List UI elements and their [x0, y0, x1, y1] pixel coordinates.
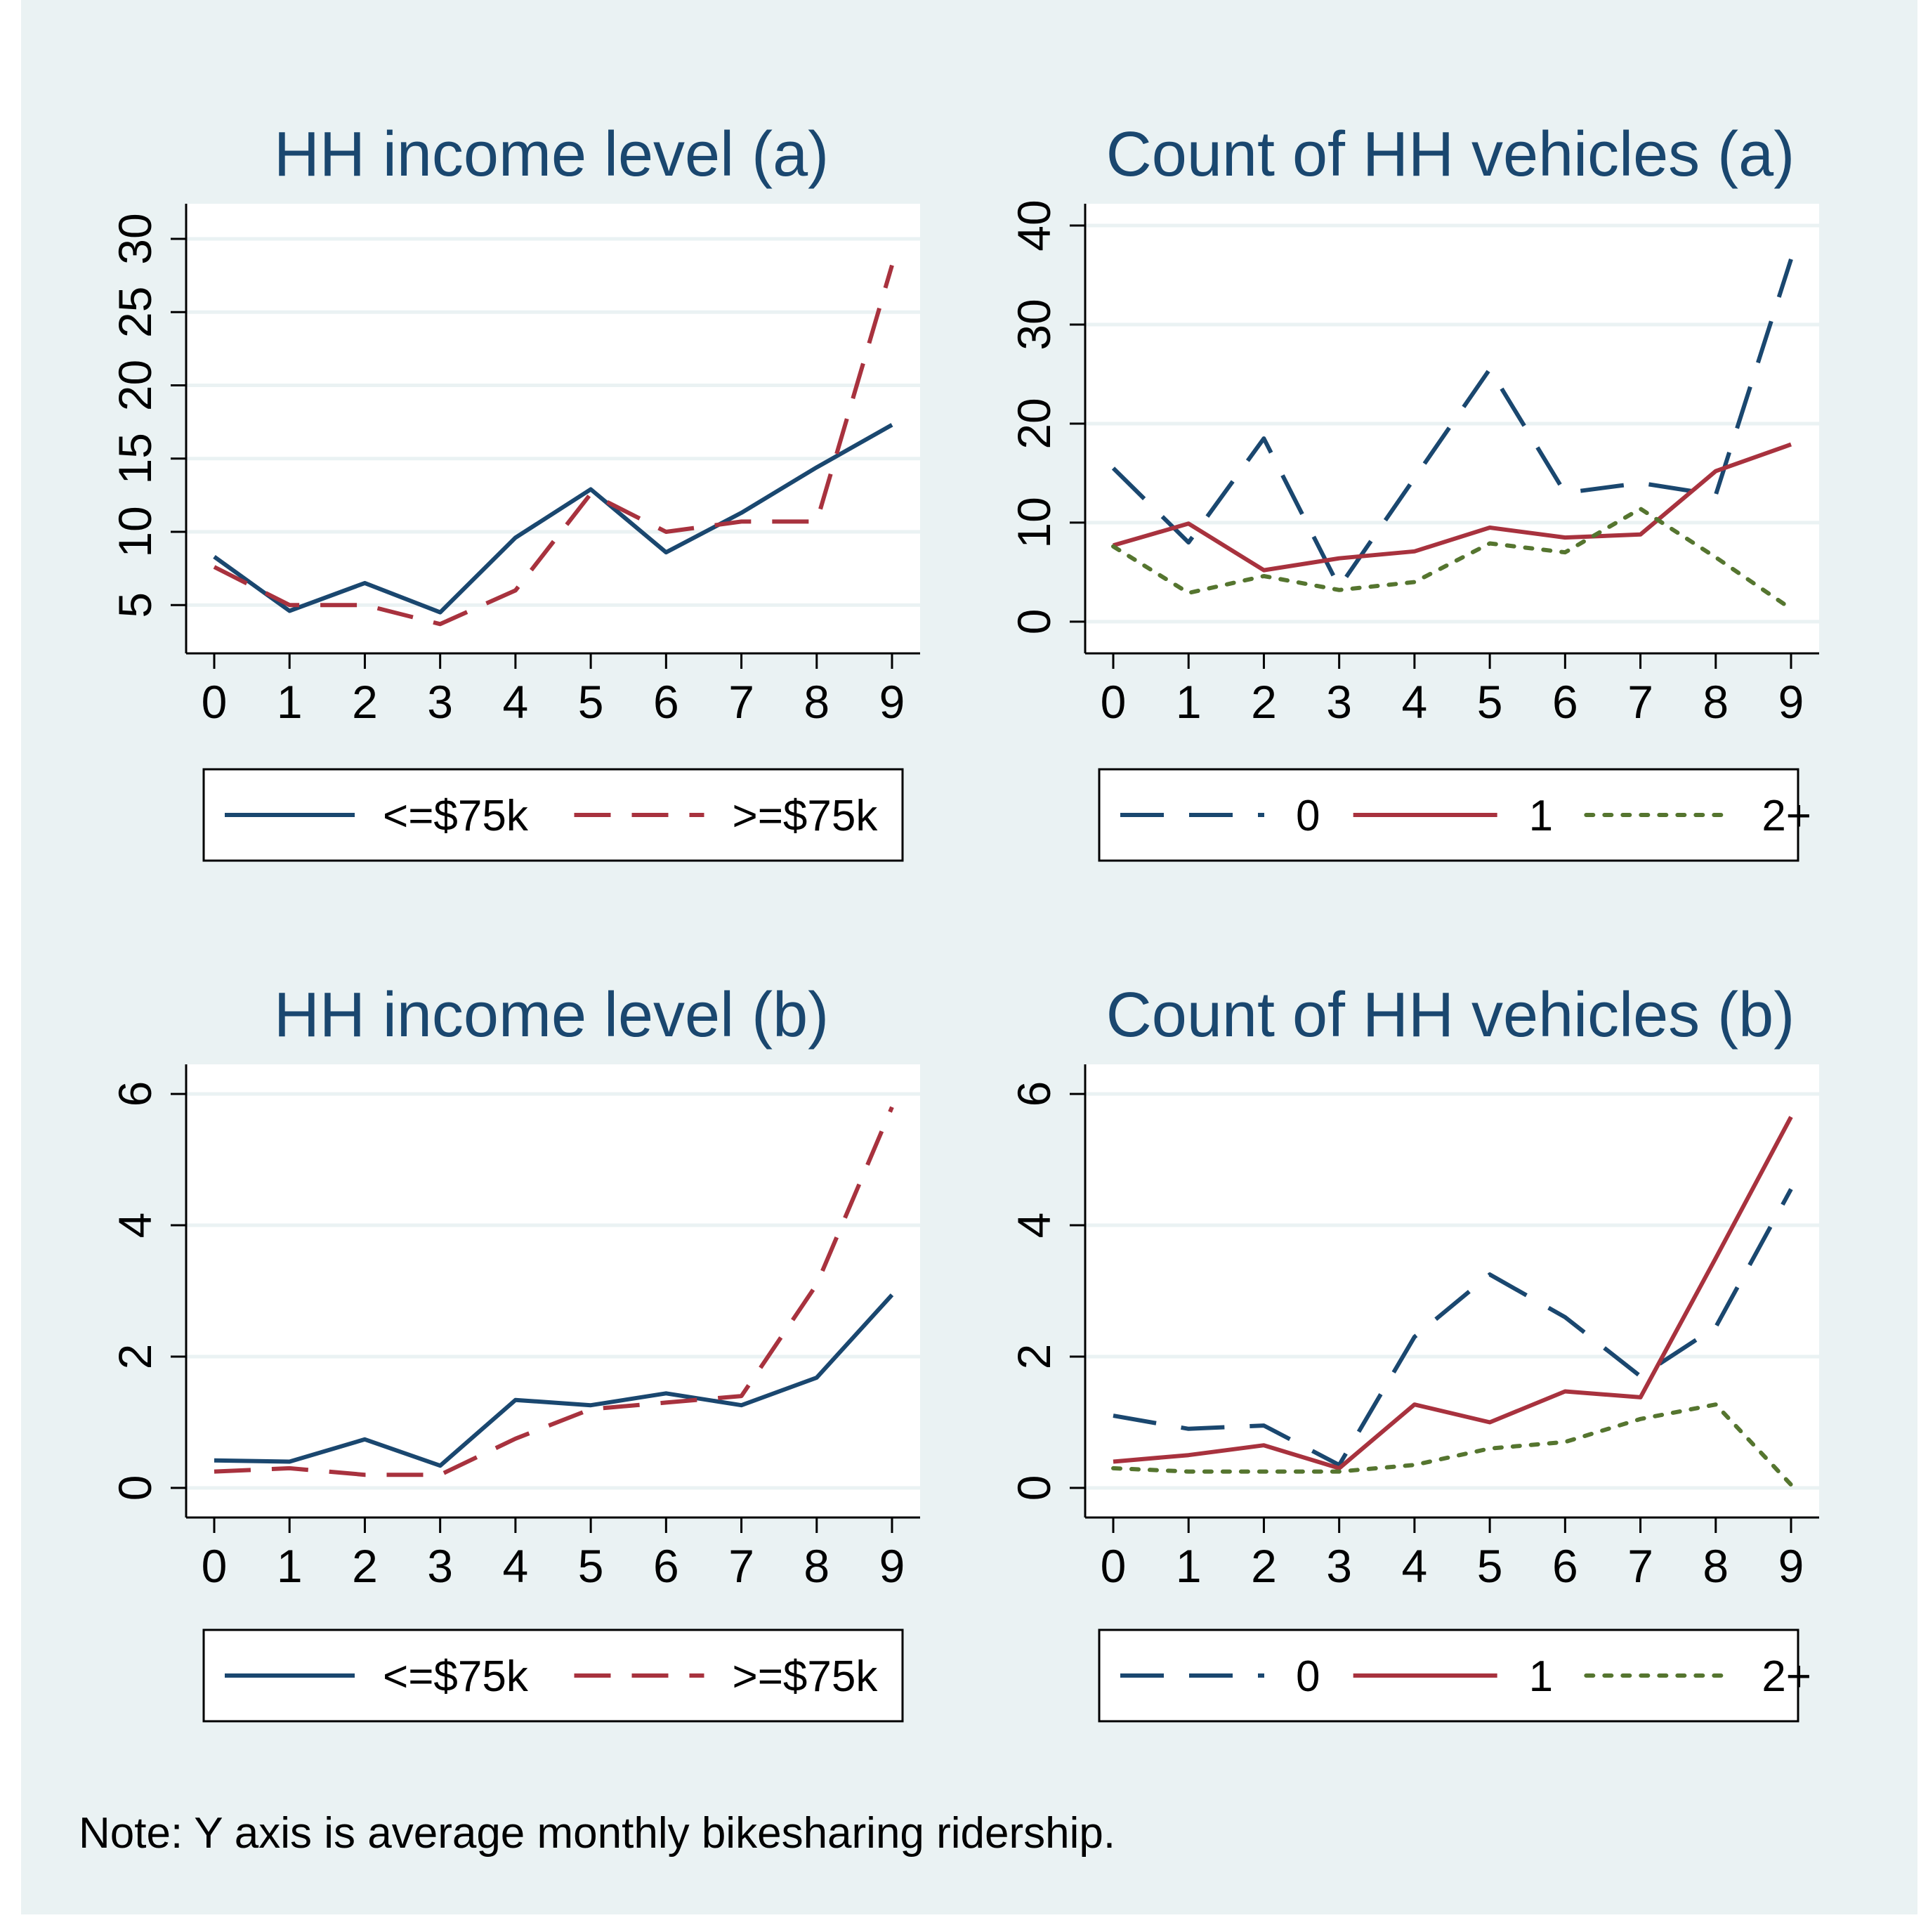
plot-area [1085, 204, 1819, 653]
series-line-3 [1111, 507, 1793, 611]
x-tick-label: 9 [1778, 1540, 1804, 1592]
legend-label-2: >=$75k [733, 792, 879, 840]
series-line-1 [1113, 1188, 1793, 1468]
x-tick-label: 5 [578, 1540, 604, 1592]
x-tick-label: 2 [352, 676, 378, 728]
x-tick-label: 3 [427, 1540, 453, 1592]
legend-label-1: <=$75k [383, 792, 529, 840]
y-tick-label: 5 [109, 592, 161, 618]
chart-title: Count of HH vehicles (a) [1106, 119, 1795, 190]
x-tick-label: 7 [1627, 676, 1653, 728]
legend-label-1: <=$75k [383, 1652, 529, 1701]
x-tick-label: 1 [1176, 676, 1202, 728]
x-tick-label: 5 [578, 676, 604, 728]
chart-title: HH income level (a) [274, 119, 829, 190]
y-tick-label: 0 [109, 1475, 161, 1501]
x-tick-label: 8 [1703, 1540, 1729, 1592]
x-tick-label: 7 [728, 1540, 754, 1592]
x-tick-label: 8 [1703, 676, 1729, 728]
x-tick-label: 3 [1326, 1540, 1352, 1592]
x-tick-label: 2 [352, 1540, 378, 1592]
series-line-3 [1111, 1402, 1793, 1487]
x-tick-label: 9 [879, 1540, 905, 1592]
series-line-1 [1111, 258, 1793, 589]
x-tick-label: 1 [277, 1540, 303, 1592]
x-tick-label: 0 [202, 1540, 228, 1592]
legend-label-1: 0 [1296, 1652, 1320, 1701]
y-tick-label: 6 [1008, 1081, 1060, 1107]
series-line-2 [1113, 442, 1792, 573]
y-tick-label: 6 [109, 1081, 161, 1107]
x-tick-label: 7 [728, 676, 754, 728]
y-tick-label: 20 [109, 360, 161, 411]
x-tick-label: 6 [653, 676, 679, 728]
x-tick-label: 4 [503, 1540, 529, 1592]
y-tick-label: 2 [109, 1344, 161, 1370]
x-tick-label: 1 [277, 676, 303, 728]
y-tick-label: 2 [1008, 1344, 1060, 1370]
x-tick-label: 9 [1778, 676, 1804, 728]
legend-label-3: 2+ [1762, 792, 1811, 840]
chart-title: Count of HH vehicles (b) [1106, 980, 1795, 1050]
x-tick-label: 0 [1101, 676, 1127, 728]
series-line-1 [213, 423, 893, 615]
x-tick-label: 5 [1477, 1540, 1503, 1592]
figure-note: Note: Y axis is average monthly bikeshar… [79, 1809, 1115, 1858]
x-tick-label: 4 [1402, 1540, 1428, 1592]
y-tick-label: 4 [109, 1213, 161, 1239]
y-tick-label: 25 [109, 287, 161, 338]
plot-area [186, 1064, 920, 1517]
legend-label-2: 1 [1529, 1652, 1553, 1701]
y-tick-label: 20 [1008, 398, 1060, 449]
x-tick-label: 4 [503, 676, 529, 728]
y-tick-label: 30 [109, 213, 161, 264]
y-tick-label: 15 [109, 433, 161, 484]
x-tick-label: 7 [1627, 1540, 1653, 1592]
y-tick-label: 40 [1008, 200, 1060, 251]
x-tick-label: 5 [1477, 676, 1503, 728]
y-tick-label: 10 [109, 506, 161, 557]
x-tick-label: 3 [427, 676, 453, 728]
plot-area [1085, 1064, 1819, 1517]
series-line-2 [213, 264, 894, 627]
series-line-2 [214, 1106, 894, 1477]
x-tick-label: 2 [1251, 1540, 1277, 1592]
y-tick-label: 0 [1008, 609, 1060, 635]
legend-label-3: 2+ [1762, 1652, 1811, 1701]
x-tick-label: 8 [804, 676, 829, 728]
legend-label-1: 0 [1296, 792, 1320, 840]
x-tick-label: 6 [1552, 1540, 1578, 1592]
chart-title: HH income level (b) [274, 980, 829, 1050]
y-tick-label: 0 [1008, 1475, 1060, 1501]
x-tick-label: 8 [804, 1540, 829, 1592]
x-tick-label: 1 [1176, 1540, 1202, 1592]
y-tick-label: 10 [1008, 497, 1060, 548]
y-tick-label: 30 [1008, 299, 1060, 350]
x-tick-label: 3 [1326, 676, 1352, 728]
x-tick-label: 4 [1402, 676, 1428, 728]
x-tick-label: 9 [879, 676, 905, 728]
x-tick-label: 0 [202, 676, 228, 728]
series-line-1 [214, 1293, 894, 1468]
x-tick-label: 6 [653, 1540, 679, 1592]
x-tick-label: 0 [1101, 1540, 1127, 1592]
plot-area [186, 204, 920, 653]
y-tick-label: 4 [1008, 1213, 1060, 1239]
legend-label-2: 1 [1529, 792, 1553, 840]
x-tick-label: 6 [1552, 676, 1578, 728]
series-line-2 [1113, 1116, 1793, 1470]
x-tick-label: 2 [1251, 676, 1277, 728]
legend-label-2: >=$75k [733, 1652, 879, 1701]
